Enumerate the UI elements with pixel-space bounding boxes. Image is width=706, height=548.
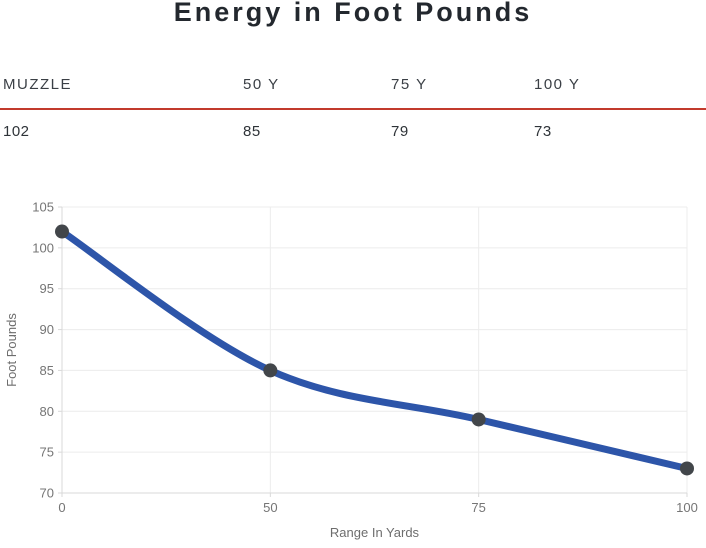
data-point-marker[interactable] (263, 363, 278, 378)
value-75y: 79 (391, 123, 409, 140)
table-header-row: MUZZLE 50 Y 75 Y 100 Y (0, 70, 706, 110)
value-100y: 73 (534, 123, 552, 140)
column-header-100y: 100 Y (534, 76, 581, 93)
page-title: Energy in Foot Pounds (173, 0, 533, 27)
x-tick-label: 75 (471, 500, 485, 515)
y-axis-title: Foot Pounds (4, 313, 19, 387)
y-tick-label: 70 (40, 486, 54, 501)
value-50y: 85 (243, 123, 261, 140)
x-tick-label: 50 (263, 500, 277, 515)
y-tick-label: 80 (40, 404, 54, 419)
table-row: 102 85 79 73 (0, 110, 706, 140)
data-point-marker[interactable] (471, 412, 486, 427)
x-tick-label: 100 (676, 500, 698, 515)
column-header-50y: 50 Y (243, 76, 280, 93)
column-header-75y: 75 Y (391, 76, 428, 93)
y-tick-label: 100 (32, 240, 54, 255)
y-tick-label: 75 (40, 445, 54, 460)
energy-line-chart: 70 75 80 85 90 95 100 105 0 50 75 100 Range In Yards… (0, 190, 706, 548)
ballistics-table: MUZZLE 50 Y 75 Y 100 Y 102 85 79 73 (0, 70, 706, 140)
chart-line (58, 228, 691, 472)
data-point-marker[interactable] (680, 461, 694, 476)
y-tick-label: 95 (40, 281, 54, 296)
y-tick-label: 105 (32, 200, 54, 215)
chart-canvas: 70 75 80 85 90 95 100 105 0 50 75 100 Range In Yards… (4, 200, 698, 541)
data-point-marker[interactable] (55, 224, 69, 239)
value-muzzle: 102 (3, 123, 30, 140)
y-tick-label: 85 (40, 363, 54, 378)
column-header-muzzle: MUZZLE (3, 76, 72, 93)
x-tick-label: 0 (58, 500, 65, 515)
y-tick-label: 90 (40, 322, 54, 337)
x-axis-title: Range In Yards (330, 525, 420, 540)
